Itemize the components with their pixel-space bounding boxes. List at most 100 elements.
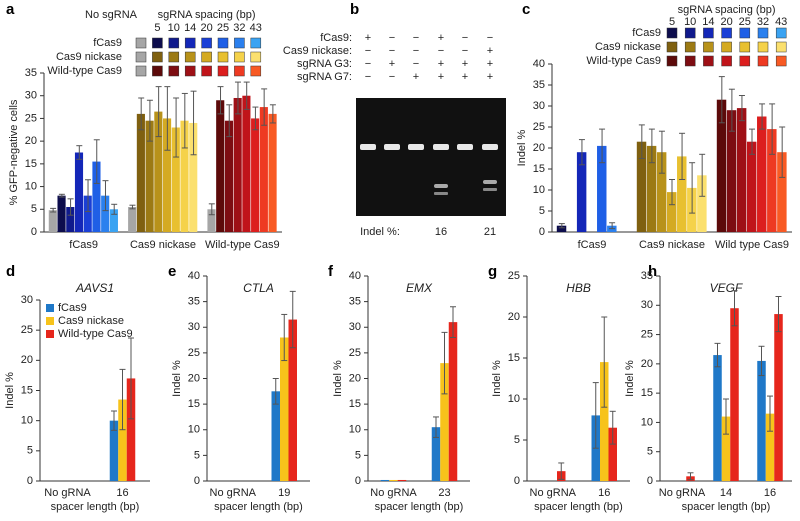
y-tick-label: 35: [349, 296, 361, 308]
bar: [163, 118, 172, 232]
legend-swatch: [135, 37, 147, 49]
gel-sign: −: [413, 32, 419, 44]
bar: [677, 156, 687, 232]
legend-swatch: [721, 41, 732, 53]
x-tick-label: No gRNA: [44, 487, 91, 499]
legend-swatch: [46, 317, 54, 325]
bar: [636, 141, 647, 232]
legend-header: No sgRNA: [85, 9, 138, 21]
legend-title: sgRNA spacing (bp): [158, 9, 256, 21]
y-tick-label: 40: [533, 58, 545, 70]
legend-swatch: [184, 37, 196, 49]
bar: [757, 116, 767, 232]
y-tick-label: 10: [641, 416, 653, 428]
legend-swatch: [46, 330, 54, 338]
legend-swatch: [775, 27, 787, 39]
legend-label: fCas9: [632, 27, 661, 39]
bar: [726, 110, 737, 232]
y-tick-label: 5: [194, 449, 200, 461]
bar: [145, 120, 154, 232]
legend-label: Cas9 nickase: [56, 51, 122, 63]
legend-header: 14: [702, 16, 714, 28]
legend-swatch: [152, 51, 163, 63]
bar: [448, 322, 458, 481]
panel-label: e: [168, 263, 176, 280]
y-tick-label: 10: [25, 180, 37, 192]
y-tick-label: 15: [21, 384, 33, 396]
legend-swatch: [757, 27, 769, 39]
legend-swatch: [666, 41, 678, 53]
x-tick-label: No gRNA: [659, 487, 706, 499]
x-tick-label: 19: [278, 487, 290, 499]
gel-sign: −: [389, 45, 395, 57]
gel-row-label: Cas9 nickase:: [283, 45, 352, 57]
gel-sign: −: [365, 45, 371, 57]
legend-swatch: [757, 41, 769, 53]
bar: [608, 427, 617, 481]
bar: [128, 207, 137, 232]
bar: [251, 118, 260, 232]
y-tick-label: 0: [27, 475, 33, 487]
panel-label: h: [648, 263, 657, 280]
legend-header: 32: [233, 22, 245, 34]
bar: [101, 195, 110, 232]
legend-header: 20: [720, 16, 732, 28]
y-tick-label: 30: [188, 321, 200, 333]
y-tick-label: 40: [188, 270, 200, 282]
y-tick-label: 0: [355, 475, 361, 487]
y-tick-label: 20: [508, 311, 520, 323]
bar: [397, 479, 407, 481]
legend-swatch: [217, 51, 229, 63]
x-tick-label: No gRNA: [530, 487, 577, 499]
gel-sign: −: [462, 45, 468, 57]
bar: [280, 337, 289, 481]
bar: [83, 195, 92, 232]
bar: [389, 479, 398, 481]
bar: [154, 111, 163, 232]
y-tick-label: 30: [349, 321, 361, 333]
gel-sign: +: [438, 32, 444, 44]
y-tick-label: 30: [641, 299, 653, 311]
chart-title: EMX: [406, 281, 433, 295]
gel-indel-value: 21: [484, 226, 496, 238]
gel-sign: +: [438, 71, 444, 83]
y-tick-label: 10: [533, 184, 545, 196]
bar: [576, 152, 587, 232]
gel-sign: −: [487, 32, 493, 44]
legend-swatch: [757, 55, 769, 67]
group-label: Cas9 nickase: [639, 239, 705, 251]
legend-swatch: [250, 37, 262, 49]
y-tick-label: 10: [508, 393, 520, 405]
legend-swatch: [234, 37, 245, 49]
legend-label: Wild-type Cas9: [58, 328, 133, 340]
legend-header: 43: [775, 16, 787, 28]
legend-swatch: [46, 304, 54, 312]
legend-swatch: [168, 51, 180, 63]
y-tick-label: 30: [533, 100, 545, 112]
gel-sign: +: [413, 71, 419, 83]
legend-swatch: [775, 41, 787, 53]
legend-swatch: [135, 65, 147, 77]
bar: [74, 152, 84, 232]
legend-label: Wild-type Cas9: [586, 55, 661, 67]
legend-header: 32: [757, 16, 769, 28]
x-tick-label: No gRNA: [210, 487, 257, 499]
bar: [126, 378, 136, 481]
gel-row-label: sgRNA G7:: [297, 71, 352, 83]
gel-sign: −: [389, 32, 395, 44]
legend-swatch: [703, 27, 714, 39]
legend-swatch: [184, 65, 196, 77]
legend-header: 14: [184, 22, 196, 34]
y-tick-label: 0: [194, 475, 200, 487]
x-axis-label: spacer length (bp): [375, 501, 464, 513]
legend-swatch: [721, 27, 732, 39]
y-tick-label: 10: [21, 415, 33, 427]
legend-header: 25: [217, 22, 229, 34]
bar: [136, 113, 145, 232]
x-tick-label: No gRNA: [370, 487, 417, 499]
bar: [271, 391, 280, 481]
y-tick-label: 30: [21, 294, 33, 306]
legend-swatch: [739, 41, 751, 53]
legend-swatch: [168, 37, 180, 49]
y-tick-label: 5: [27, 445, 33, 457]
